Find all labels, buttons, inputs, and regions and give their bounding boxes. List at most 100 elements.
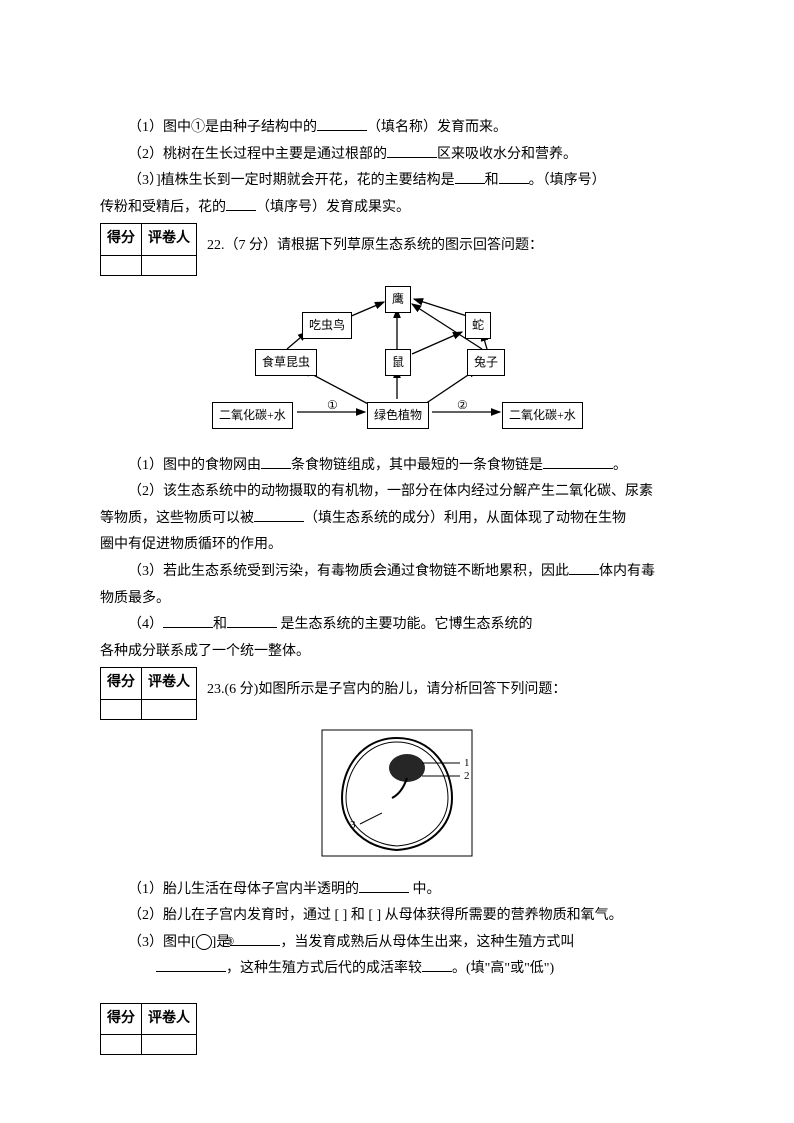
text: 是生态系统的主要功能。它博生态系统的	[277, 617, 533, 632]
blank[interactable]	[543, 455, 613, 469]
q22-p3: （3）若此生态系统受到污染，有毒物质会通过食物链不断地累积，因此 体内有毒	[100, 559, 694, 586]
q21-p3: （3）]植株生长到一定时期就会开花，花的主要结构是 和 。（填序号）	[100, 168, 694, 195]
text: （4）	[128, 617, 163, 632]
text: 物质最多。	[100, 591, 170, 606]
text: ，这种生殖方式后代的成活率较	[226, 961, 422, 976]
uterus-diagram: 1 2 3	[100, 728, 694, 869]
q23-questions: （1）胎儿生活在母体子宫内半透明的 中。 （2）胎儿在子宫内发育时，通过 [ ]…	[100, 877, 694, 983]
text: 传粉和受精后，花的	[100, 200, 226, 215]
text: ]是	[212, 935, 231, 950]
q22-p4b: 各种成分联系成了一个统一整体。	[100, 639, 694, 666]
text: 。(填"高"或"低")	[452, 961, 554, 976]
text: 。	[613, 458, 627, 473]
blank[interactable]	[359, 879, 409, 893]
q23-p2: （2）胎儿在子宫内发育时，通过 [ ] 和 [ ] 从母体获得所需要的营养物质和…	[100, 903, 694, 930]
text: （2）桃树在生长过程中主要是通过根部的	[128, 147, 387, 162]
blank[interactable]	[230, 932, 280, 946]
q22-p1: （1）图中的食物网由 条食物链组成，其中最短的一条食物链是 。	[100, 453, 694, 480]
text: ，当发育成熟后从母体生出来，这种生殖方式叫	[280, 935, 574, 950]
node-plant: 绿色植物	[367, 402, 429, 429]
grader-header: 评卷人	[142, 668, 197, 700]
q23-p1: （1）胎儿生活在母体子宫内半透明的 中。	[100, 877, 694, 904]
score-header: 得分	[101, 1003, 142, 1035]
text: （3）若此生态系统受到污染，有毒物质会通过食物链不断地累积，因此	[128, 564, 569, 579]
node-co2-left: 二氧化碳+水	[212, 402, 293, 429]
score-header: 得分	[101, 668, 142, 700]
q23-p3: （3）图中[③]是 ，当发育成熟后从母体生出来，这种生殖方式叫	[100, 930, 694, 957]
score-cell[interactable]	[101, 1035, 142, 1055]
q22-p3b: 物质最多。	[100, 586, 694, 613]
blank[interactable]	[227, 614, 277, 628]
grader-cell[interactable]	[142, 255, 197, 275]
text: 和	[485, 173, 499, 188]
q23-p3b: ，这种生殖方式后代的成活率较 。(填"高"或"低")	[100, 956, 694, 983]
text: （1）图中的食物网由	[128, 458, 261, 473]
text: （3）图中[	[128, 935, 196, 950]
uterus-svg: 1 2 3	[312, 728, 482, 858]
blank[interactable]	[254, 508, 304, 522]
text: 区来吸收水分和营养。	[437, 147, 577, 162]
node-insect: 食草昆虫	[255, 349, 317, 376]
blank[interactable]	[422, 958, 452, 972]
grader-header: 评卷人	[142, 224, 197, 256]
blank[interactable]	[499, 170, 529, 184]
text: （填名称）发育而来。	[367, 120, 507, 135]
uterus-label-3: 3	[350, 819, 356, 831]
blank[interactable]	[163, 614, 213, 628]
q22-p2c: 圈中有促进物质循环的作用。	[100, 532, 694, 559]
blank[interactable]	[569, 561, 599, 575]
score-cell[interactable]	[101, 699, 142, 719]
blank[interactable]	[387, 144, 437, 158]
q22-questions: （1）图中的食物网由 条食物链组成，其中最短的一条食物链是 。 （2）该生态系统中的…	[100, 453, 694, 666]
text: （3）]植株生长到一定时期就会开花，花的主要结构是	[128, 173, 455, 188]
text: 体内有毒	[599, 564, 655, 579]
text: （2）该生态系统中的动物摄取的有机物，一部分在体内经过分解产生二氧化碳、尿素	[128, 484, 653, 499]
q21-p4: 传粉和受精后，花的 （填序号）发育成果实。	[100, 195, 694, 222]
q23-header: 得分评卷人 23.(6 分)如图所示是子宫内的胎儿，请分析回答下列问题：	[100, 667, 694, 720]
q21-p1: （1）图中①是由种子结构中的 （填名称）发育而来。	[100, 115, 694, 142]
node-rabbit: 兔子	[467, 349, 505, 376]
q21-p2: （2）桃树在生长过程中主要是通过根部的 区来吸收水分和营养。	[100, 142, 694, 169]
uterus-label-1: 1	[464, 757, 470, 769]
node-bird: 吃虫鸟	[302, 312, 352, 339]
text: 条食物链组成，其中最短的一条食物链是	[291, 458, 543, 473]
food-web-diagram: 鹰 吃虫鸟 蛇 食草昆虫 鼠 兔子 绿色植物 二氧化碳+水 二氧化碳+水 ① ②	[100, 284, 694, 445]
q22-header: 得分评卷人 22.（7 分）请根据下列草原生态系统的图示回答问题：	[100, 223, 694, 276]
text: （1）图中①是由种子结构中的	[128, 120, 317, 135]
blank[interactable]	[156, 958, 226, 972]
q23-prompt: 23.(6 分)如图所示是子宫内的胎儿，请分析回答下列问题：	[207, 667, 694, 704]
grader-cell[interactable]	[142, 1035, 197, 1055]
text: （填序号）发育成果实。	[256, 200, 410, 215]
blank[interactable]	[261, 455, 291, 469]
text: 中。	[409, 882, 441, 897]
score-header: 得分	[101, 224, 142, 256]
blank[interactable]	[317, 117, 367, 131]
blank[interactable]	[226, 197, 256, 211]
score-table: 得分评卷人	[100, 667, 197, 720]
q22-p4: （4） 和 是生态系统的主要功能。它博生态系统的	[100, 612, 694, 639]
text: 和	[213, 617, 227, 632]
text: （2）胎儿在子宫内发育时，通过 [ ] 和 [ ] 从母体获得所需要的营养物质和…	[128, 908, 623, 923]
node-snake: 蛇	[465, 312, 491, 339]
text: 。（填序号）	[529, 173, 606, 188]
uterus-label-2: 2	[464, 770, 470, 782]
q22-p2b: 等物质，这些物质可以被 （填生态系统的成分）利用，从面体现了动物在生物	[100, 506, 694, 533]
text: （1）胎儿生活在母体子宫内半透明的	[128, 882, 359, 897]
node-mouse: 鼠	[385, 349, 411, 376]
grader-header: 评卷人	[142, 1003, 197, 1035]
grader-cell[interactable]	[142, 699, 197, 719]
node-eagle: 鹰	[385, 286, 411, 313]
text: 等物质，这些物质可以被	[100, 511, 254, 526]
score-table: 得分评卷人	[100, 223, 197, 276]
score-table-bottom: 得分评卷人	[100, 1003, 197, 1056]
label-2: ②	[457, 394, 468, 417]
q22-p2a: （2）该生态系统中的动物摄取的有机物，一部分在体内经过分解产生二氧化碳、尿素	[100, 479, 694, 506]
node-co2-right: 二氧化碳+水	[502, 402, 583, 429]
blank[interactable]	[455, 170, 485, 184]
label-1: ①	[327, 394, 338, 417]
text: 圈中有促进物质循环的作用。	[100, 537, 282, 552]
circled-3: ③	[196, 934, 212, 950]
q22-prompt: 22.（7 分）请根据下列草原生态系统的图示回答问题：	[207, 223, 694, 260]
text: （填生态系统的成分）利用，从面体现了动物在生物	[304, 511, 626, 526]
score-cell[interactable]	[101, 255, 142, 275]
